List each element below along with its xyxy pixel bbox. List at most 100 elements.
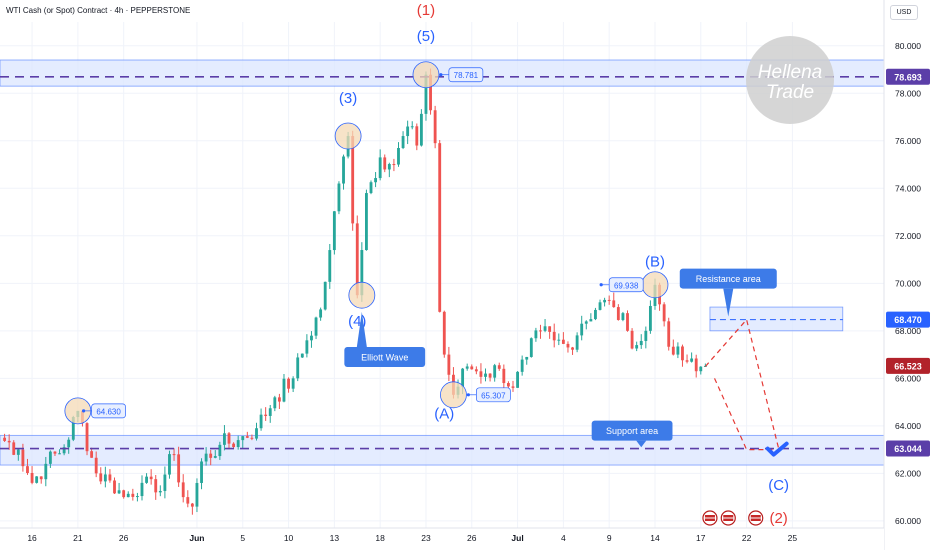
candle-body [85,423,89,452]
candle-body [410,126,414,128]
candle-body [177,454,181,483]
x-tick-label: 14 [650,533,660,543]
candle-body [53,451,57,454]
candle-body [520,359,524,372]
candle-body [282,378,286,402]
candle-body [529,338,533,357]
candle-body [598,302,602,310]
candle-body [355,223,359,296]
candle-body [474,369,478,372]
x-tick-label: 16 [27,533,37,543]
zone-0 [0,59,885,87]
x-tick-label: 21 [73,533,83,543]
candle-body [264,414,268,416]
candle-body [26,466,29,473]
candle-body [122,490,126,498]
wave-label: (2) [769,510,787,527]
candle-body [419,113,423,146]
candle-body [438,143,442,312]
price-tag-dot [466,393,470,397]
candle-body [62,447,66,454]
candle-body [195,482,199,507]
y-tick-label: 76.000 [895,136,921,146]
callout-box [679,268,777,289]
candle-body [328,250,332,282]
candle-body [571,347,574,350]
wave-label: (C) [768,477,789,494]
wave-label: (1) [417,2,435,19]
candle-body [172,454,176,456]
candle-body [387,164,391,170]
candle-body [108,474,112,481]
pivot-circle [440,381,467,409]
candle-body [39,476,43,480]
candle-body [392,164,396,166]
currency-button[interactable]: USD [890,5,918,20]
candle-body [566,343,570,348]
zone-1 [0,434,885,466]
price-tag-label: 69.938 [614,281,639,290]
candle-body [488,373,492,378]
candle-body [227,433,231,444]
y-tick-label: 60.000 [895,516,921,526]
candle-body [543,326,547,331]
candle-body [360,250,364,296]
candle-body [71,416,75,440]
price-level-tag [886,68,930,85]
candle-body [479,371,483,377]
candle-body [232,443,236,448]
candle-body [200,461,203,483]
price-tag-label: 64.630 [96,407,121,416]
x-tick-label: 26 [119,533,129,543]
candle-body [204,453,208,462]
price-tag-box [448,67,484,83]
price-tag-box [608,277,644,293]
x-tick-label: 23 [421,533,431,543]
callout-label: Elliott Wave [361,352,408,362]
candle-body [433,110,437,144]
x-tick-label: 25 [788,533,798,543]
price-tag-dot [599,283,603,287]
y-tick-label: 80.000 [895,41,921,51]
candle-body [681,346,684,361]
candle-body [30,472,34,483]
candle-body [323,281,327,310]
price-level-tag [886,440,930,457]
price-axis-bg [884,0,932,550]
candle-body [484,373,487,377]
candle-body [401,136,405,148]
candle-body [186,497,190,504]
candle-body [268,408,272,416]
y-tick-label: 78.000 [895,88,921,98]
candle-body [168,454,171,475]
candle-body [342,156,345,184]
candle-body [383,157,387,170]
y-tick-label: 70.000 [895,278,921,288]
candle-body [525,356,529,360]
price-level-tag [886,311,930,328]
pivot-circle [412,61,440,89]
candle-body [594,309,597,320]
candle-body [277,397,281,402]
candle-body [158,490,162,493]
callout-pointer [636,440,647,448]
candle-body [3,437,7,441]
wave-label: (A) [434,406,454,423]
y-tick-label: 74.000 [895,183,921,193]
candle-body [296,357,300,379]
candle-body [58,453,61,455]
candle-body [626,313,629,331]
candle-body [516,371,519,388]
x-tick-label: 10 [284,533,294,543]
candle-body [314,317,318,336]
candle-body [319,309,323,318]
x-tick-label: 13 [330,533,340,543]
price-tag-label: 65.307 [481,391,506,400]
candle-body [291,378,295,389]
candle-body [21,449,25,467]
time-axis-bg [0,528,884,550]
candle-body [337,183,341,212]
callout-box [591,420,673,441]
candle-body [103,474,107,482]
